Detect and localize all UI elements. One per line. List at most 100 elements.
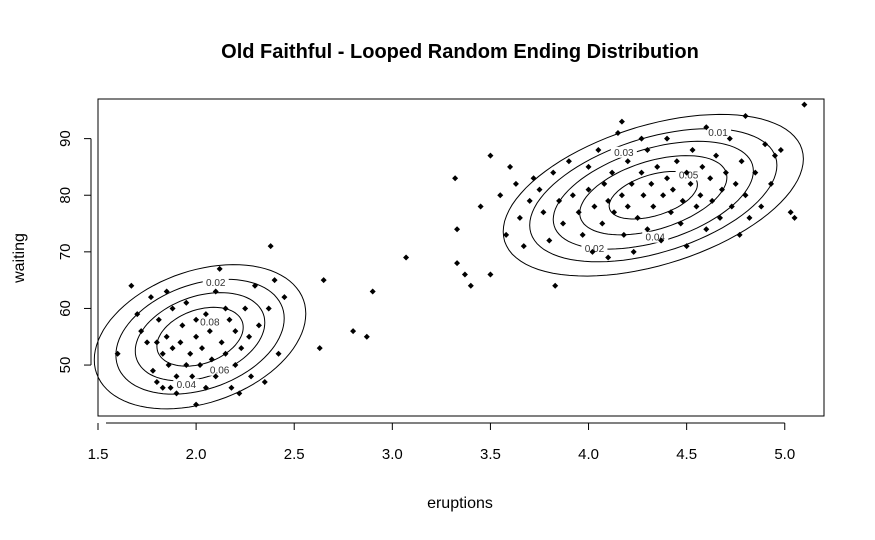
y-axis-label: waiting [11,233,28,284]
data-point [267,243,274,250]
data-point [261,379,268,386]
data-point [198,345,205,352]
contour-label: 0.04 [177,380,197,391]
contour-label: 0.04 [646,233,666,244]
data-point [144,339,151,346]
data-point [206,328,213,335]
data-point [589,248,596,255]
contour-label: 0.05 [679,170,699,181]
chart-title: Old Faithful - Looped Random Ending Dist… [221,41,699,63]
contour-label-background [610,146,637,158]
data-point [777,146,784,153]
data-point [536,186,543,193]
data-point [149,367,156,374]
x-tick-label: 5.0 [774,446,795,463]
data-point [134,311,141,318]
x-tick-label: 4.5 [676,446,697,463]
data-point [595,146,602,153]
data-point [726,135,733,142]
data-point [664,135,671,142]
data-point [363,333,370,340]
data-point [487,271,494,278]
data-point [762,141,769,148]
data-point [275,350,282,357]
contour-line-1-0.05 [608,171,698,220]
data-point [556,197,563,204]
data-point [222,350,229,357]
data-point [650,203,657,210]
data-point [516,214,523,221]
x-tick-label: 4.0 [578,446,599,463]
x-tick-label: 3.5 [480,446,501,463]
data-point [620,231,627,238]
data-point [605,197,612,204]
x-tick-label: 2.0 [186,446,207,463]
data-point [640,192,647,199]
data-point [173,390,180,397]
data-point [183,299,190,306]
data-point [585,186,592,193]
data-point [713,152,720,159]
contour-label-background [196,316,223,328]
data-point [787,209,794,216]
data-point [179,322,186,329]
data-point [271,277,278,284]
data-point [189,373,196,380]
data-point [218,339,225,346]
x-tick-label: 1.5 [88,446,109,463]
data-point [611,209,618,216]
data-point [732,180,739,187]
data-point [197,362,204,369]
data-point [216,265,223,272]
data-point [693,203,700,210]
data-point [155,316,162,323]
data-point [605,254,612,261]
data-point [159,384,166,391]
data-point [128,282,135,289]
contour-label: 0.06 [210,366,230,377]
data-point [350,328,357,335]
data-point [679,197,686,204]
data-point [454,226,461,233]
data-point [159,350,166,357]
data-point [618,118,625,125]
data-point [560,220,567,227]
x-axis-label: eruptions [427,495,493,512]
data-point [546,237,553,244]
contour-line-0-0.04 [115,278,285,395]
data-point [791,214,798,221]
data-point [683,243,690,250]
data-point [369,288,376,295]
data-point [497,192,504,199]
data-point [477,203,484,210]
data-point [585,163,592,170]
data-point [644,226,651,233]
data-point [248,373,255,380]
data-point [222,305,229,312]
data-point [251,282,258,289]
data-point [707,175,714,182]
contour-label: 0.03 [614,148,634,159]
data-point [316,345,323,352]
data-point [153,379,160,386]
data-point [232,362,239,369]
contour-line-0-0.08 [156,306,244,367]
data-point [703,226,710,233]
data-point [673,158,680,165]
data-point [163,333,170,340]
contour-label: 0.02 [585,244,605,255]
data-point [208,356,215,363]
density-contours: 0.02 0.04 0.06 0.08 0.01 0.03 0.05 0.04 0.02 [93,113,804,410]
data-point [638,169,645,176]
data-point [667,209,674,216]
data-point [722,169,729,176]
data-point [461,271,468,278]
data-point [738,158,745,165]
data-point [212,288,219,295]
data-point [687,180,694,187]
data-point [689,146,696,153]
data-point [634,214,641,221]
data-point [153,339,160,346]
data-point [569,192,576,199]
data-point [228,384,235,391]
